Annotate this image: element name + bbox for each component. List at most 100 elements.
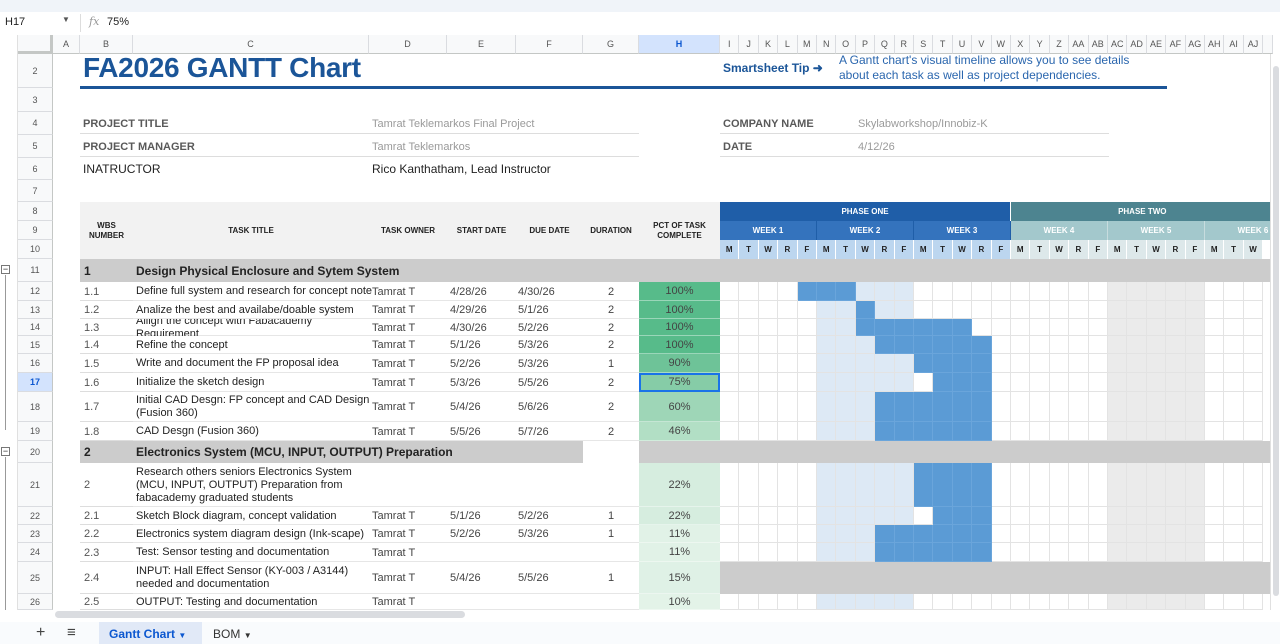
row-header-17[interactable]: 17 bbox=[18, 373, 53, 392]
sheet-tab-gantt-chart[interactable]: Gantt Chart ▼ bbox=[99, 622, 202, 644]
row-header-3[interactable]: 3 bbox=[18, 88, 53, 112]
task-title[interactable]: Initial CAD Desgn: FP concept and CAD De… bbox=[136, 394, 370, 419]
task-duration[interactable] bbox=[583, 463, 639, 507]
project-instructor-value[interactable]: Rico Kanthatham, Lead Instructor bbox=[372, 162, 551, 176]
row-header-6[interactable]: 6 bbox=[18, 158, 53, 180]
row-header-13[interactable]: 13 bbox=[18, 301, 53, 319]
task-start-date[interactable]: 4/29/26 bbox=[450, 304, 487, 316]
task-duration[interactable]: 1 bbox=[607, 572, 615, 584]
column-header-L[interactable]: L bbox=[778, 35, 798, 54]
column-header-M[interactable]: M bbox=[797, 35, 817, 54]
column-header-Z[interactable]: Z bbox=[1049, 35, 1070, 54]
project-manager-value[interactable]: Tamrat Teklemarkos bbox=[372, 141, 471, 153]
project-date-value[interactable]: 4/12/26 bbox=[858, 141, 895, 153]
vertical-scrollbar-thumb[interactable] bbox=[1273, 66, 1279, 596]
task-due-date[interactable]: 5/2/26 bbox=[518, 321, 549, 334]
task-start-date[interactable]: 5/1/26 bbox=[450, 339, 481, 351]
task-wbs[interactable]: 2.5 bbox=[84, 596, 100, 608]
task-due-date[interactable]: 5/3/26 bbox=[518, 339, 549, 351]
task-owner[interactable]: Tamrat T bbox=[372, 425, 416, 438]
task-due-date[interactable]: 5/7/26 bbox=[518, 425, 549, 438]
row-header-19[interactable]: 19 bbox=[18, 422, 53, 441]
task-owner[interactable]: Tamrat T bbox=[372, 528, 416, 540]
vertical-scrollbar[interactable] bbox=[1270, 54, 1280, 610]
row-header-26[interactable]: 26 bbox=[18, 594, 53, 610]
row-header-2[interactable]: 2 bbox=[18, 54, 53, 88]
task-start-date[interactable]: 5/2/26 bbox=[450, 357, 481, 370]
task-duration[interactable]: 2 bbox=[607, 376, 615, 389]
task-start-date[interactable]: 5/2/26 bbox=[450, 528, 481, 540]
task-duration[interactable]: 2 bbox=[607, 401, 615, 413]
task-owner[interactable]: Tamrat T bbox=[372, 339, 416, 351]
column-header-S[interactable]: S bbox=[914, 35, 934, 54]
task-title[interactable]: CAD Desgn (Fusion 360) bbox=[136, 425, 259, 437]
task-pct-complete[interactable]: 100% bbox=[639, 319, 720, 336]
task-wbs[interactable]: 2.3 bbox=[84, 546, 100, 559]
task-wbs[interactable]: 1.2 bbox=[84, 304, 100, 316]
task-owner[interactable]: Tamrat T bbox=[372, 376, 416, 389]
task-duration[interactable]: 2 bbox=[607, 425, 615, 438]
task-duration[interactable]: 1 bbox=[607, 357, 615, 370]
horizontal-scrollbar-thumb[interactable] bbox=[55, 611, 465, 618]
task-pct-complete[interactable]: 75% bbox=[639, 373, 720, 392]
collapse-group-icon[interactable]: − bbox=[1, 446, 10, 456]
task-pct-complete[interactable]: 10% bbox=[639, 594, 720, 610]
task-pct-complete[interactable]: 90% bbox=[639, 354, 720, 373]
column-header-X[interactable]: X bbox=[1011, 35, 1031, 54]
task-wbs[interactable]: 1.5 bbox=[84, 357, 100, 370]
task-title[interactable]: Initialize the sketch design bbox=[136, 376, 265, 388]
column-header-U[interactable]: U bbox=[952, 35, 973, 54]
column-header-AD[interactable]: AD bbox=[1127, 35, 1147, 54]
task-owner[interactable]: Tamrat T bbox=[372, 572, 416, 584]
task-title[interactable]: Allign the concept with Fabacademy Requi… bbox=[136, 319, 313, 336]
task-due-date[interactable]: 5/5/26 bbox=[518, 376, 549, 389]
column-header-D[interactable]: D bbox=[369, 35, 447, 54]
row-header-23[interactable]: 23 bbox=[18, 525, 53, 543]
task-duration[interactable]: 2 bbox=[607, 339, 615, 351]
task-start-date[interactable]: 4/28/26 bbox=[450, 285, 487, 298]
task-wbs[interactable]: 1.1 bbox=[84, 285, 100, 298]
column-header-AC[interactable]: AC bbox=[1108, 35, 1128, 54]
task-wbs[interactable]: 1.8 bbox=[84, 425, 100, 438]
horizontal-scrollbar[interactable] bbox=[53, 610, 1270, 619]
task-owner[interactable]: Tamrat T bbox=[372, 304, 416, 316]
task-pct-complete[interactable]: 46% bbox=[639, 422, 720, 441]
task-due-date[interactable]: 5/5/26 bbox=[518, 572, 549, 584]
column-header-T[interactable]: T bbox=[933, 35, 953, 54]
task-title[interactable]: Sketch Block diagram, concept validation bbox=[136, 509, 337, 522]
project-title-value[interactable]: Tamrat Teklemarkos Final Project bbox=[372, 118, 535, 130]
row-header-15[interactable]: 15 bbox=[18, 336, 53, 354]
column-header-AE[interactable]: AE bbox=[1146, 35, 1167, 54]
column-header-R[interactable]: R bbox=[894, 35, 914, 54]
task-title[interactable]: Electronics system diagram design (Ink-s… bbox=[136, 527, 365, 540]
task-start-date[interactable]: 5/4/26 bbox=[450, 572, 481, 584]
task-pct-complete[interactable]: 15% bbox=[639, 562, 720, 594]
task-title[interactable]: Research others seniors Electronics Syst… bbox=[136, 465, 352, 504]
sheet-tab-bom[interactable]: BOM ▼ bbox=[203, 622, 263, 644]
task-owner[interactable]: Tamrat T bbox=[372, 321, 416, 334]
column-header-I[interactable]: I bbox=[720, 35, 740, 54]
column-header-G[interactable]: G bbox=[583, 35, 639, 54]
column-header-Q[interactable]: Q bbox=[875, 35, 895, 54]
row-header-9[interactable]: 9 bbox=[18, 221, 53, 240]
task-wbs[interactable]: 1.3 bbox=[84, 321, 100, 334]
task-due-date[interactable]: 5/2/26 bbox=[518, 510, 549, 522]
column-header-Y[interactable]: Y bbox=[1030, 35, 1050, 54]
task-pct-complete[interactable]: 22% bbox=[639, 507, 720, 525]
column-header-O[interactable]: O bbox=[836, 35, 856, 54]
row-header-7[interactable]: 7 bbox=[18, 180, 53, 202]
row-header-21[interactable]: 21 bbox=[18, 463, 53, 507]
column-header-H[interactable]: H bbox=[639, 35, 720, 54]
column-header-P[interactable]: P bbox=[855, 35, 876, 54]
task-start-date[interactable]: 5/1/26 bbox=[450, 510, 481, 522]
task-wbs[interactable]: 2.1 bbox=[84, 510, 100, 522]
column-header-C[interactable]: C bbox=[133, 35, 369, 54]
task-owner[interactable]: Tamrat T bbox=[372, 357, 416, 370]
column-header-AB[interactable]: AB bbox=[1088, 35, 1108, 54]
column-header-AA[interactable]: AA bbox=[1069, 35, 1089, 54]
task-pct-complete[interactable]: 100% bbox=[639, 336, 720, 354]
row-header-18[interactable]: 18 bbox=[18, 392, 53, 422]
row-header-16[interactable]: 16 bbox=[18, 354, 53, 373]
task-due-date[interactable]: 5/6/26 bbox=[518, 401, 549, 413]
task-title[interactable]: OUTPUT: Testing and documentation bbox=[136, 595, 318, 608]
